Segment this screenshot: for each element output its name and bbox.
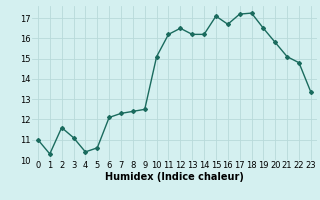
X-axis label: Humidex (Indice chaleur): Humidex (Indice chaleur) (105, 172, 244, 182)
